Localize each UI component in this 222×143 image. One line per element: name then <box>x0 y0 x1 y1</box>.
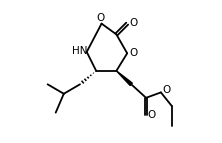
Text: O: O <box>163 85 171 95</box>
Text: O: O <box>96 13 104 23</box>
Text: HN: HN <box>71 46 87 56</box>
Text: O: O <box>129 48 138 58</box>
Text: O: O <box>129 18 138 28</box>
Polygon shape <box>116 71 132 86</box>
Text: O: O <box>148 110 156 120</box>
